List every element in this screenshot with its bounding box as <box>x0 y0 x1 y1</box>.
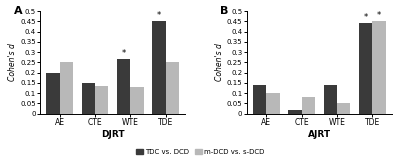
Text: *: * <box>122 49 126 58</box>
X-axis label: AJRT: AJRT <box>308 130 331 139</box>
Bar <box>130 87 144 114</box>
Bar <box>359 23 372 114</box>
Y-axis label: Cohen's d: Cohen's d <box>215 43 224 81</box>
Bar <box>372 21 386 114</box>
Bar <box>117 59 130 114</box>
X-axis label: DJRT: DJRT <box>101 130 124 139</box>
Legend: TDC vs. DCD, m-DCD vs. s-DCD: TDC vs. DCD, m-DCD vs. s-DCD <box>136 149 264 155</box>
Text: *: * <box>157 11 161 20</box>
Bar <box>266 93 280 114</box>
Bar <box>46 73 60 114</box>
Bar <box>152 21 166 114</box>
Bar <box>95 86 108 114</box>
Text: A: A <box>14 6 22 16</box>
Y-axis label: Cohen's d: Cohen's d <box>8 43 18 81</box>
Text: B: B <box>220 6 229 16</box>
Text: *: * <box>377 11 381 20</box>
Bar <box>324 85 337 114</box>
Bar <box>166 62 180 114</box>
Bar <box>60 62 73 114</box>
Bar <box>302 97 315 114</box>
Bar <box>337 103 350 114</box>
Bar <box>252 85 266 114</box>
Text: *: * <box>364 13 368 22</box>
Bar <box>288 110 302 114</box>
Bar <box>82 83 95 114</box>
